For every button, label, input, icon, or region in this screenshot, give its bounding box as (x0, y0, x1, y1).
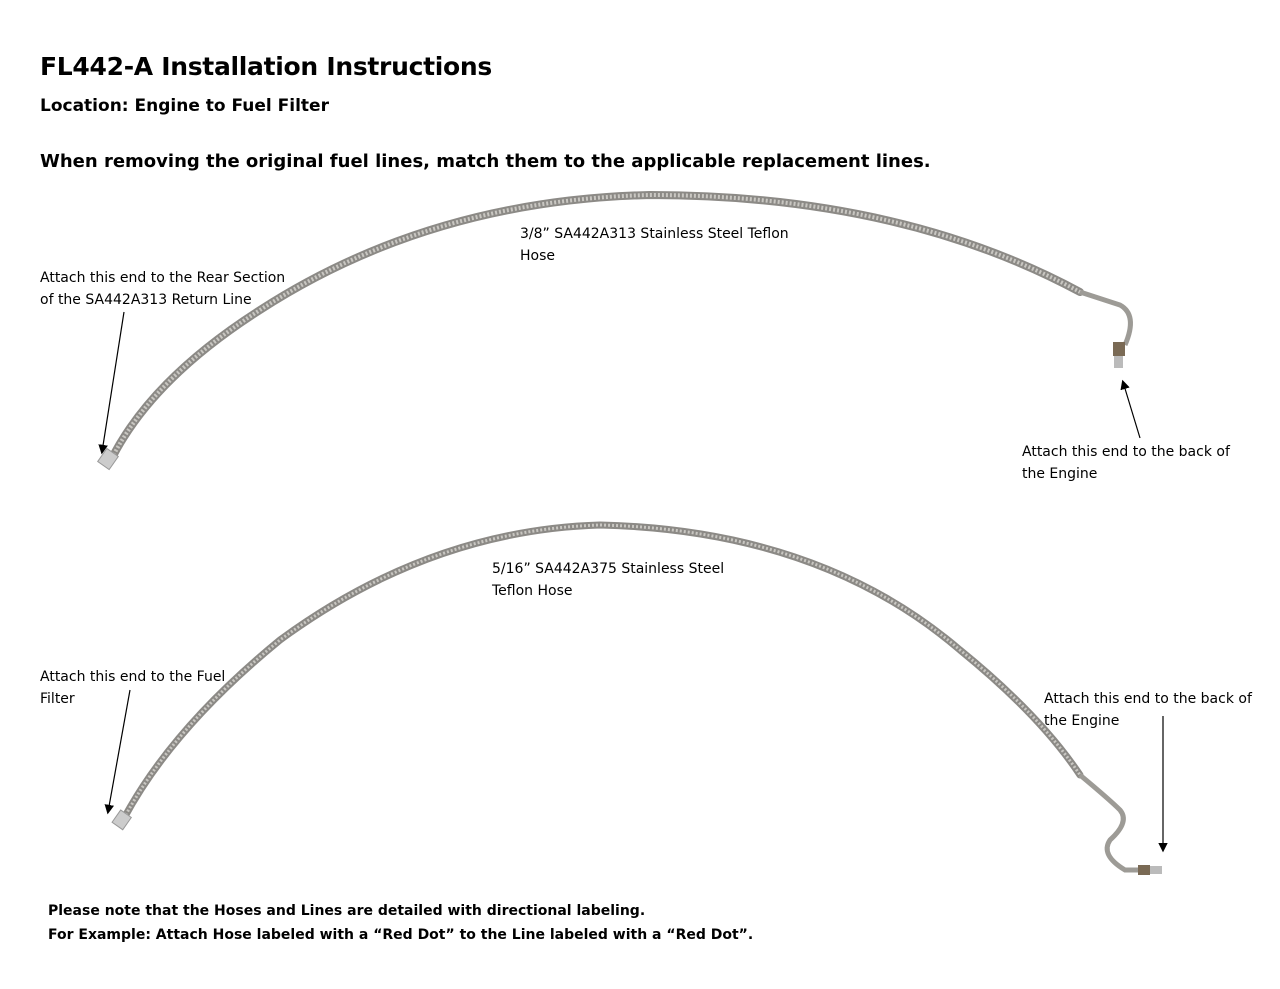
page-title: FL442-A Installation Instructions (40, 52, 492, 81)
hose-1-label-line2: Hose (520, 248, 555, 264)
callout-line2: the Engine (1022, 466, 1098, 482)
hose-2-label: 5/16” SA442A375 Stainless Steel Teflon H… (492, 558, 724, 602)
hose-2-label-line1: 5/16” SA442A375 Stainless Steel (492, 561, 725, 577)
location-subtitle: Location: Engine to Fuel Filter (40, 96, 329, 116)
callout-line1: Attach this end to the back of (1022, 444, 1230, 460)
hose-2-label-line2: Teflon Hose (492, 583, 573, 599)
hose-1-label: 3/8” SA442A313 Stainless Steel Teflon Ho… (520, 223, 789, 267)
hose-2-right-callout: Attach this end to the back of the Engin… (1044, 688, 1252, 732)
hose-1-image (96, 190, 1133, 471)
hose-1-right-callout: Attach this end to the back of the Engin… (1022, 441, 1230, 485)
hose-2-left-callout: Attach this end to the Fuel Filter (40, 666, 225, 710)
hose-2-image (111, 521, 1162, 875)
callout-line1: Attach this end to the Fuel (40, 669, 226, 685)
note-line-1: Please note that the Hoses and Lines are… (48, 903, 646, 919)
callout-line1: Attach this end to the back of (1044, 691, 1252, 707)
arrow-hose2-left (104, 689, 131, 815)
callout-line2: the Engine (1044, 713, 1120, 729)
callout-line2: of the SA442A313 Return Line (40, 292, 252, 308)
hose-1-left-callout: Attach this end to the Rear Section of t… (40, 267, 285, 311)
arrow-hose1-right (1120, 379, 1141, 439)
callout-line2: Filter (40, 691, 75, 707)
instruction-text: When removing the original fuel lines, m… (40, 151, 931, 172)
note-line-2: For Example: Attach Hose labeled with a … (48, 927, 754, 943)
callout-line1: Attach this end to the Rear Section (40, 270, 286, 286)
arrow-hose1-left (98, 311, 125, 455)
hose-1-label-line1: 3/8” SA442A313 Stainless Steel Teflon (520, 226, 789, 242)
